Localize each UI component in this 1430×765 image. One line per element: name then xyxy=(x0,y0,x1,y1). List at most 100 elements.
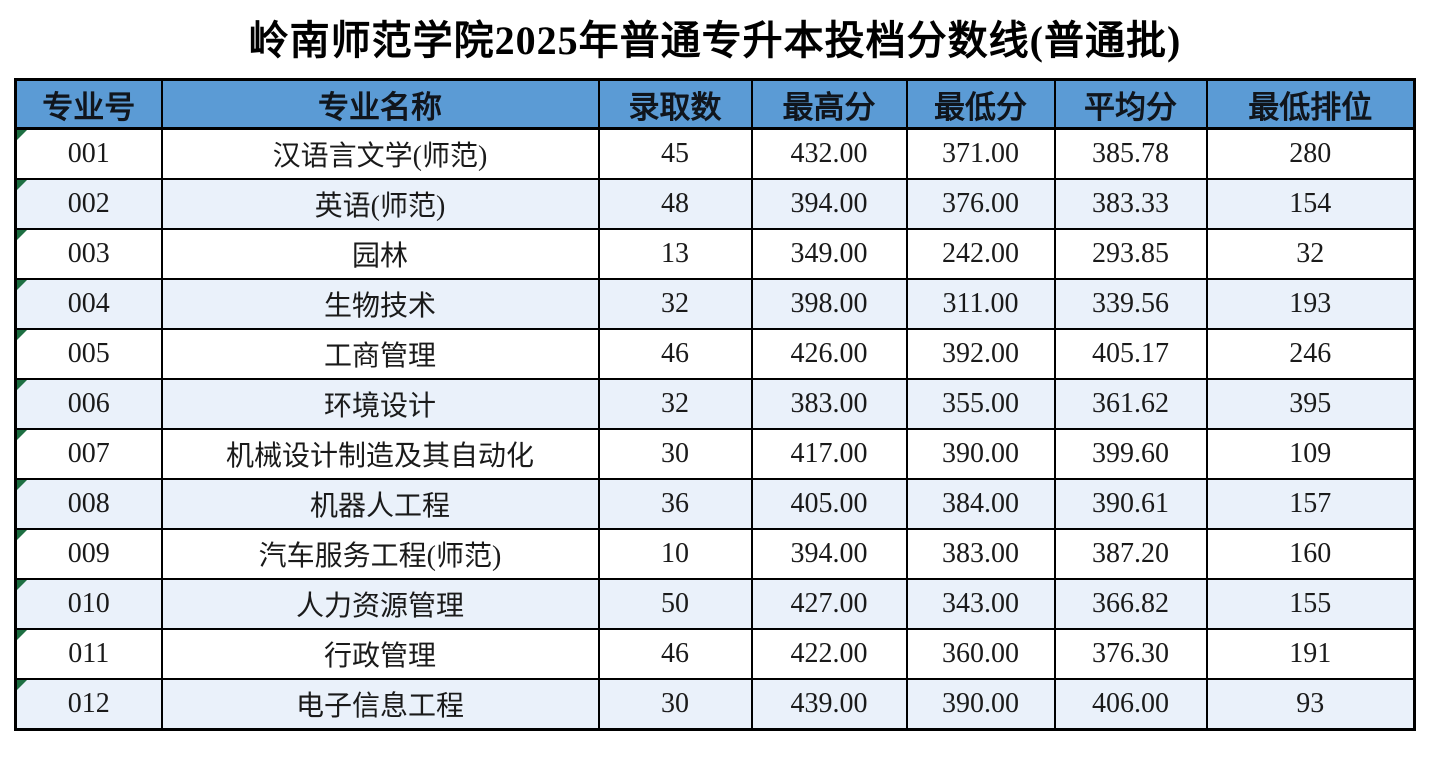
cell-lowest-score: 384.00 xyxy=(905,478,1056,530)
cell-major-code: 001 xyxy=(14,127,163,180)
cell-major-code: 007 xyxy=(14,428,163,480)
cell-text: 011 xyxy=(68,638,110,669)
cell-lowest-rank: 157 xyxy=(1205,478,1416,530)
cell-text: 英语(师范) xyxy=(314,191,446,222)
cell-major-name: 汽车服务工程(师范) xyxy=(160,528,600,580)
cell-text: 405.00 xyxy=(790,488,868,519)
cell-average-score: 383.33 xyxy=(1053,178,1208,230)
cell-major-code: 002 xyxy=(14,178,163,230)
cell-major-name: 人力资源管理 xyxy=(160,578,600,630)
column-header-lowest-rank: 最低排位 xyxy=(1205,78,1416,130)
cell-text: 007 xyxy=(67,438,110,469)
cell-lowest-score: 242.00 xyxy=(905,228,1056,280)
cell-text: 010 xyxy=(67,588,110,619)
cell-text: 机械设计制造及其自动化 xyxy=(225,441,534,472)
cell-text: 汉语言文学(师范) xyxy=(272,141,488,172)
column-header-average-score: 平均分 xyxy=(1053,78,1208,130)
green-corner-flag-icon xyxy=(17,130,27,140)
cell-admitted-count: 48 xyxy=(597,178,753,230)
cell-average-score: 361.62 xyxy=(1053,378,1208,430)
cell-major-name: 英语(师范) xyxy=(160,178,600,230)
cell-highest-score: 394.00 xyxy=(750,528,908,580)
cell-text: 371.00 xyxy=(942,138,1019,169)
cell-major-code: 004 xyxy=(14,278,163,330)
cell-text: 293.85 xyxy=(1092,238,1169,269)
cell-text: 387.20 xyxy=(1092,538,1169,569)
cell-average-score: 385.78 xyxy=(1053,127,1208,180)
table-body: 001 汉语言文学(师范) 45 432.00 371.00 385.78 280 002 英语… xyxy=(14,127,1416,731)
cell-admitted-count: 36 xyxy=(597,478,753,530)
cell-text: 154 xyxy=(1289,188,1332,219)
cell-lowest-score: 371.00 xyxy=(905,127,1056,180)
cell-lowest-score: 376.00 xyxy=(905,178,1056,230)
cell-text: 36 xyxy=(661,488,689,519)
cell-average-score: 399.60 xyxy=(1053,428,1208,480)
cell-lowest-rank: 154 xyxy=(1205,178,1416,230)
table-row: 012 电子信息工程 30 439.00 390.00 406.00 93 xyxy=(14,678,1416,731)
cell-major-code: 009 xyxy=(14,528,163,580)
table-row: 011 行政管理 46 422.00 360.00 376.30 191 xyxy=(14,628,1416,680)
cell-text: 390.00 xyxy=(942,688,1019,719)
cell-text: 405.17 xyxy=(1092,338,1169,369)
cell-text: 157 xyxy=(1289,488,1332,519)
cell-text: 30 xyxy=(661,688,689,719)
cell-text: 生物技术 xyxy=(323,291,436,322)
cell-text: 汽车服务工程(师范) xyxy=(258,541,502,572)
cell-text: 426.00 xyxy=(790,338,868,369)
cell-text: 191 xyxy=(1289,638,1332,669)
cell-major-code: 006 xyxy=(14,378,163,430)
cell-highest-score: 417.00 xyxy=(750,428,908,480)
cell-major-name: 汉语言文学(师范) xyxy=(160,127,600,180)
cell-text: 417.00 xyxy=(790,438,868,469)
cell-highest-score: 394.00 xyxy=(750,178,908,230)
green-corner-flag-icon xyxy=(17,331,27,340)
green-corner-flag-icon xyxy=(17,231,27,240)
cell-text: 395 xyxy=(1289,388,1332,419)
column-header-admitted-count: 录取数 xyxy=(597,78,753,130)
cell-admitted-count: 46 xyxy=(597,328,753,380)
cell-text: 311.00 xyxy=(942,288,1019,319)
cell-text: 32 xyxy=(1296,238,1325,269)
cell-text: 电子信息工程 xyxy=(295,691,464,722)
cell-text: 155 xyxy=(1289,588,1332,619)
cell-lowest-rank: 395 xyxy=(1205,378,1416,430)
cell-lowest-score: 390.00 xyxy=(905,678,1056,731)
cell-text: 006 xyxy=(67,388,110,419)
cell-major-name: 电子信息工程 xyxy=(160,678,600,731)
cell-text: 012 xyxy=(67,688,110,719)
cell-lowest-rank: 246 xyxy=(1205,328,1416,380)
table-row: 006 环境设计 32 383.00 355.00 361.62 395 xyxy=(14,378,1416,430)
cell-text: 343.00 xyxy=(942,588,1019,619)
cell-text: 422.00 xyxy=(790,638,868,669)
cell-lowest-rank: 109 xyxy=(1205,428,1416,480)
column-header-major-name: 专业名称 xyxy=(160,78,600,130)
cell-text: 160 xyxy=(1289,538,1332,569)
cell-text: 008 xyxy=(67,488,110,519)
cell-text: 390.00 xyxy=(942,438,1019,469)
cell-highest-score: 405.00 xyxy=(750,478,908,530)
cell-text: 109 xyxy=(1289,438,1332,469)
cell-text: 439.00 xyxy=(790,688,868,719)
cell-highest-score: 349.00 xyxy=(750,228,908,280)
cell-lowest-score: 383.00 xyxy=(905,528,1056,580)
cell-admitted-count: 50 xyxy=(597,578,753,630)
green-corner-flag-icon xyxy=(17,181,27,190)
cell-text: 339.56 xyxy=(1092,288,1169,319)
cell-lowest-score: 355.00 xyxy=(905,378,1056,430)
cell-admitted-count: 46 xyxy=(597,628,753,680)
cell-highest-score: 427.00 xyxy=(750,578,908,630)
cell-lowest-rank: 160 xyxy=(1205,528,1416,580)
green-corner-flag-icon xyxy=(17,531,27,540)
admission-scores-table: 专业号 专业名称 录取数 最高分 最低分 平均分 最低排位 001 汉语言文学(师… xyxy=(14,78,1416,731)
cell-text: 383.33 xyxy=(1092,188,1169,219)
cell-text: 383.00 xyxy=(790,388,868,419)
cell-text: 361.62 xyxy=(1092,388,1169,419)
cell-text: 394.00 xyxy=(790,538,868,569)
cell-average-score: 339.56 xyxy=(1053,278,1208,330)
cell-text: 427.00 xyxy=(790,588,868,619)
cell-average-score: 293.85 xyxy=(1053,228,1208,280)
column-header-major-code: 专业号 xyxy=(14,78,163,130)
cell-text: 005 xyxy=(67,338,110,369)
cell-major-name: 行政管理 xyxy=(160,628,600,680)
cell-major-name: 工商管理 xyxy=(160,328,600,380)
